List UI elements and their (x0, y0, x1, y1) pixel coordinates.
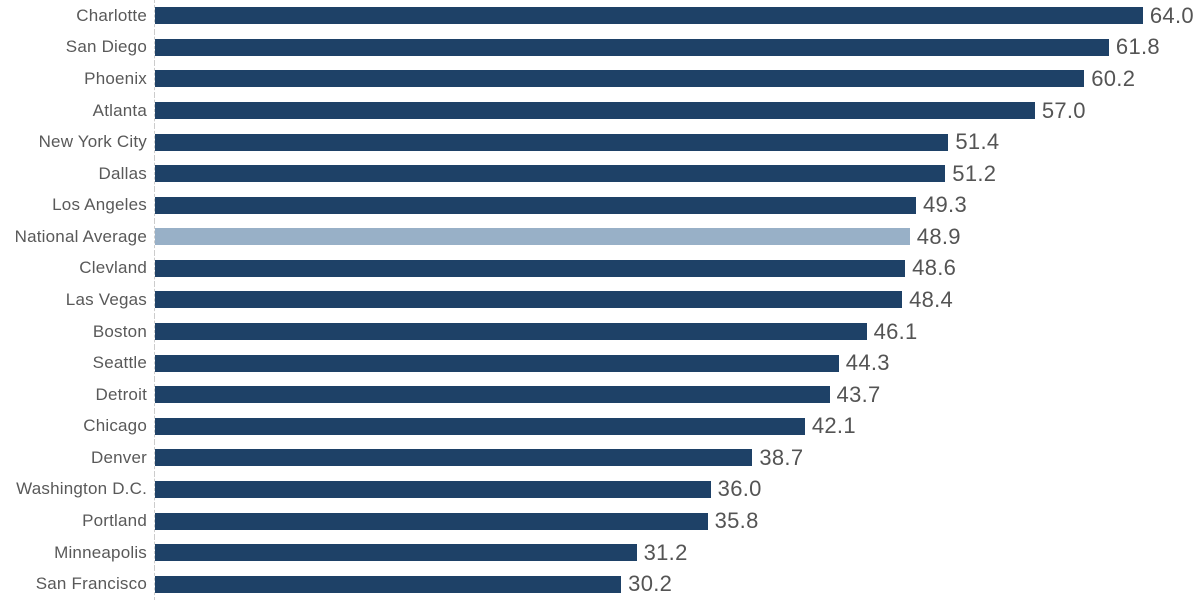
bar (155, 449, 753, 467)
bar-track: 57.0 (154, 94, 1200, 127)
category-label: New York City (38, 132, 147, 152)
category-label: Boston (92, 321, 147, 341)
bar-track: 48.6 (154, 252, 1200, 285)
bar-row: Phoenix 60.2 (0, 63, 1200, 95)
bar-track: 48.9 (154, 221, 1200, 253)
bar (155, 102, 1035, 120)
bar-row: Chicago 42.1 (0, 410, 1200, 443)
bar (155, 259, 906, 277)
value-label: 30.2 (628, 571, 673, 597)
bar-track: 38.7 (154, 442, 1200, 474)
bar-row: Portland 35.8 (0, 505, 1200, 537)
bar-track: 46.1 (154, 315, 1200, 348)
category-label: San Francisco (35, 574, 147, 594)
category-label: Chicago (83, 416, 147, 436)
category-label: Atlanta (92, 100, 147, 120)
value-label: 48.4 (909, 286, 954, 312)
bar (155, 133, 949, 151)
bar-track: 51.2 (154, 157, 1200, 190)
bar-row: Minneapolis 31.2 (0, 536, 1200, 569)
category-label: National Average (14, 226, 147, 246)
value-label: 48.6 (912, 255, 957, 281)
bar-track: 36.0 (154, 473, 1200, 506)
bar (155, 386, 830, 404)
bar-row: Dallas 51.2 (0, 157, 1200, 190)
bar-row: Charlotte 64.0 (0, 0, 1200, 32)
value-label: 51.2 (952, 160, 997, 186)
category-label: Portland (82, 511, 147, 531)
category-label: Phoenix (84, 68, 147, 88)
bar (155, 38, 1109, 56)
bar-row: New York City 51.4 (0, 126, 1200, 158)
value-label: 36.0 (717, 476, 762, 502)
bar-row: Washington D.C. 36.0 (0, 473, 1200, 506)
bar (155, 323, 867, 341)
value-label: 57.0 (1041, 97, 1086, 123)
bar-track: 49.3 (154, 189, 1200, 222)
bar-row: San Diego 61.8 (0, 31, 1200, 64)
bar (155, 70, 1085, 88)
category-label: Detroit (95, 384, 147, 404)
bar-row: Boston 46.1 (0, 315, 1200, 348)
bar-row: Atlanta 57.0 (0, 94, 1200, 127)
bar-row: Las Vegas 48.4 (0, 284, 1200, 316)
value-label: 31.2 (643, 539, 688, 565)
bar-highlight (155, 228, 910, 246)
bar-track: 51.4 (154, 126, 1200, 158)
category-label: Minneapolis (54, 542, 147, 562)
value-label: 46.1 (873, 318, 918, 344)
bar-track: 60.2 (154, 63, 1200, 95)
value-label: 43.7 (836, 381, 881, 407)
bar-track: 42.1 (154, 410, 1200, 443)
bar (155, 417, 805, 435)
bar (155, 354, 839, 372)
bar (155, 165, 946, 183)
bar (155, 575, 622, 593)
value-label: 48.9 (916, 223, 961, 249)
bar-row: Los Angeles 49.3 (0, 189, 1200, 222)
value-label: 61.8 (1115, 34, 1160, 60)
bar-track: 31.2 (154, 536, 1200, 569)
bar-row: National Average 48.9 (0, 221, 1200, 253)
category-label: Denver (90, 447, 147, 467)
bar (155, 480, 711, 498)
bar-track: 30.2 (154, 568, 1200, 600)
bar-track: 43.7 (154, 378, 1200, 411)
bar-track: 48.4 (154, 284, 1200, 316)
category-label: San Diego (65, 37, 147, 57)
value-label: 64.0 (1149, 2, 1194, 28)
bar-track: 64.0 (154, 0, 1200, 32)
category-label: Los Angeles (52, 195, 147, 215)
bar-row: Clevland 48.6 (0, 252, 1200, 285)
value-label: 49.3 (922, 192, 967, 218)
value-label: 60.2 (1091, 65, 1136, 91)
bar-row: Detroit 43.7 (0, 378, 1200, 411)
value-label: 42.1 (811, 413, 856, 439)
category-label: Las Vegas (65, 289, 147, 309)
bar-row: San Francisco 30.2 (0, 568, 1200, 600)
bar-row: Seattle 44.3 (0, 347, 1200, 379)
category-label: Charlotte (76, 5, 147, 25)
category-label: Dallas (98, 163, 147, 183)
category-label: Washington D.C. (16, 479, 147, 499)
bar (155, 512, 708, 530)
bar-track: 44.3 (154, 347, 1200, 379)
bar-track: 35.8 (154, 505, 1200, 537)
category-label: Clevland (79, 258, 147, 278)
bar (155, 291, 903, 309)
bar-track: 61.8 (154, 31, 1200, 64)
bar (155, 196, 916, 214)
value-label: 44.3 (845, 350, 890, 376)
value-label: 35.8 (714, 508, 759, 534)
bar (155, 544, 637, 562)
value-label: 38.7 (759, 444, 804, 470)
category-label: Seattle (92, 353, 147, 373)
bar-row: Denver 38.7 (0, 442, 1200, 474)
value-label: 51.4 (955, 129, 1000, 155)
bar (155, 7, 1143, 25)
